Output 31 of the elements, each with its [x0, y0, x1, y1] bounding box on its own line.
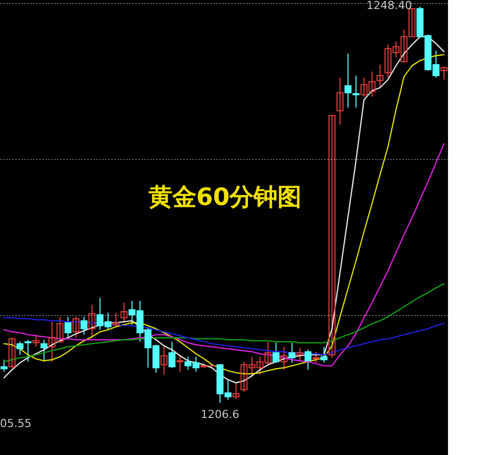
candlestick [80, 316, 88, 336]
candlestick [72, 316, 80, 338]
annotation: 1248.40 [366, 0, 412, 12]
candlestick [160, 346, 168, 376]
candlestick [288, 342, 296, 364]
candlestick [328, 115, 336, 358]
text: 黄金60分钟图 [147, 183, 302, 211]
candlestick [8, 337, 16, 368]
candlestick [352, 75, 360, 108]
candlestick [320, 346, 328, 364]
candlestick [168, 341, 176, 368]
candlestick [176, 354, 184, 372]
candlestick [440, 66, 448, 80]
annotation: 1206.6 [200, 408, 240, 421]
candlestick [88, 304, 96, 338]
candlestick [112, 312, 120, 328]
candlestick [296, 347, 304, 362]
candlestick [304, 349, 312, 370]
candlestick [232, 382, 240, 400]
candlestick [64, 316, 72, 338]
candlestick [120, 302, 128, 322]
candlestick [40, 339, 48, 362]
candlestick [0, 359, 8, 372]
candlestick [312, 351, 320, 364]
annotation: 05.55 [0, 417, 32, 430]
candlestick [280, 346, 288, 370]
candlestick [32, 334, 40, 348]
candlestick [344, 53, 352, 108]
candlestick [376, 64, 384, 88]
candlestick [336, 77, 344, 126]
candlestick [272, 342, 280, 364]
